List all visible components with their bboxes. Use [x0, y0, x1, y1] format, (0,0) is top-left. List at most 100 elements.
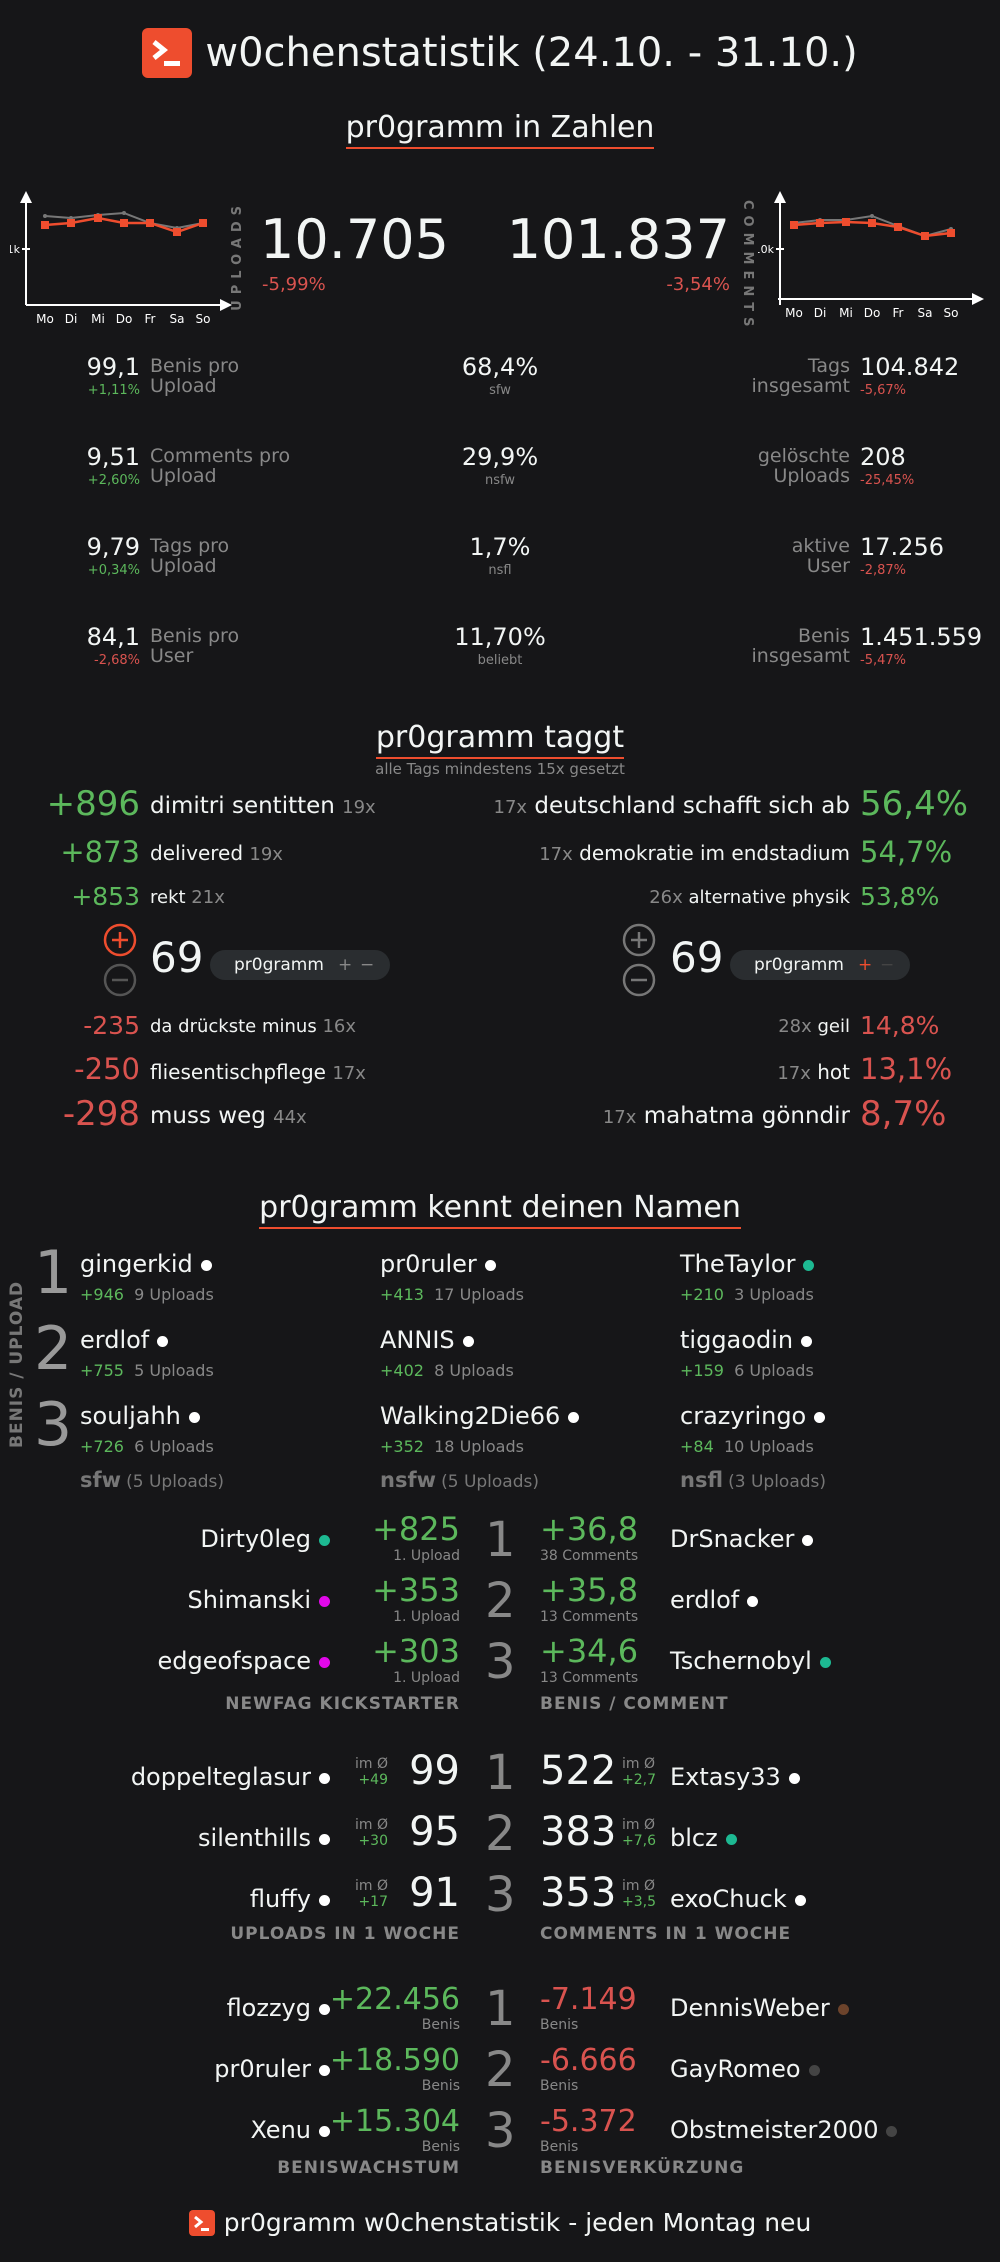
- user-name[interactable]: souljahh: [80, 1402, 200, 1430]
- footer-text: pr0gramm w0chenstatistik - jeden Montag …: [223, 2208, 812, 2237]
- comments-woche-caption: COMMENTS IN 1 WOCHE: [540, 1924, 792, 1944]
- rank-number: 1: [34, 1238, 73, 1308]
- stat-percent-label: sfw: [489, 383, 511, 398]
- user-name[interactable]: Tschernobyl: [670, 1647, 831, 1675]
- user-name[interactable]: DrSnacker: [670, 1525, 814, 1553]
- tag-percent: 53,8%: [860, 882, 940, 911]
- benis-comment-sub: 13 Comments: [540, 1670, 639, 1686]
- tag-pill[interactable]: pr0gramm + −: [210, 950, 390, 980]
- tag-line: da drückste minus 16x: [150, 1016, 356, 1037]
- pill-minus: −: [880, 955, 895, 975]
- user-badge-dot: [462, 1335, 474, 1347]
- verkuerzung-value: -6.666: [540, 2043, 637, 2078]
- uploads-change: -5,99%: [262, 274, 326, 295]
- uploads-chart-day: Mi: [91, 312, 105, 325]
- wachstum-unit: Benis: [421, 2139, 460, 2155]
- user-name[interactable]: fluffy: [20, 1885, 330, 1913]
- verkuerzung-value: -5.372: [540, 2104, 637, 2139]
- user-name[interactable]: DennisWeber: [670, 1994, 849, 2022]
- user-name[interactable]: Extasy33: [670, 1763, 800, 1791]
- stat-percent-label: nsfl: [488, 563, 512, 578]
- user-badge-dot: [794, 1894, 806, 1906]
- avg-block: im Ø +2,7: [622, 1756, 656, 1788]
- tag-pill[interactable]: pr0gramm + −: [730, 950, 910, 980]
- tag-line: 17x demokratie im endstadium: [539, 841, 850, 865]
- avg-block: im Ø +7,6: [622, 1817, 656, 1849]
- section-title-zahlen: pr0gramm in Zahlen: [0, 110, 1000, 149]
- user-name[interactable]: flozzyg: [20, 1994, 330, 2022]
- tag-line: 28x geil: [778, 1016, 850, 1037]
- stat-value: 84,1: [86, 623, 140, 651]
- stat-label: Benis insgesamt: [751, 625, 850, 667]
- comments-chart-day: So: [944, 306, 959, 320]
- user-name[interactable]: exoChuck: [670, 1885, 806, 1913]
- downvote-icon[interactable]: [103, 963, 137, 997]
- user-name[interactable]: GayRomeo: [670, 2055, 820, 2083]
- user-name[interactable]: pr0ruler: [20, 2055, 330, 2083]
- user-name[interactable]: gingerkid: [80, 1250, 212, 1278]
- stat-percent-label: beliebt: [477, 653, 523, 668]
- user-name[interactable]: Walking2Die66: [380, 1402, 580, 1430]
- header: w0chenstatistik (24.10. - 31.10.): [0, 28, 1000, 88]
- verkuerzung-unit: Benis: [540, 2017, 579, 2033]
- user-stats: +946 9 Uploads: [80, 1285, 214, 1304]
- verkuerzung-unit: Benis: [540, 2139, 579, 2155]
- user-name[interactable]: ANNIS: [380, 1326, 474, 1354]
- rank-number: 2: [485, 1806, 516, 1862]
- user-badge-dot: [808, 2064, 820, 2076]
- user-name[interactable]: Obstmeister2000: [670, 2116, 898, 2144]
- taggt-subtitle: alle Tags mindestens 15x gesetzt: [375, 760, 625, 778]
- benis-upload-vertical-label: BENIS / UPLOAD: [7, 1280, 27, 1448]
- verkuerzung-caption: BENISVERKÜRZUNG: [540, 2158, 745, 2178]
- user-name[interactable]: Shimanski: [50, 1586, 330, 1614]
- tag-percent: 54,7%: [860, 835, 953, 869]
- user-badge-dot: [319, 1595, 330, 1607]
- tag-line: 17x deutschland schafft sich ab: [493, 793, 850, 819]
- upvote-icon[interactable]: [103, 923, 137, 957]
- benis-comment-caption: BENIS / COMMENT: [540, 1694, 729, 1714]
- user-name[interactable]: TheTaylor: [680, 1250, 815, 1278]
- rank-number: 3: [485, 2103, 516, 2159]
- stat-change: +2,60%: [87, 473, 140, 488]
- uploads-count: 95: [409, 1809, 460, 1855]
- user-name[interactable]: doppelteglasur: [20, 1763, 330, 1791]
- stat-label: Comments pro Upload: [150, 445, 291, 487]
- user-name[interactable]: Xenu: [20, 2116, 330, 2144]
- avg-block: im Ø +3,5: [622, 1878, 656, 1910]
- stat-value: 9,51: [86, 443, 140, 471]
- user-name[interactable]: edgeofspace: [50, 1647, 330, 1675]
- benis-comment-value: +36,8: [540, 1510, 639, 1548]
- user-badge-dot: [725, 1833, 737, 1845]
- tag-score: -235: [83, 1011, 140, 1040]
- user-name[interactable]: pr0ruler: [380, 1250, 496, 1278]
- newfag-value: +825: [372, 1510, 460, 1548]
- upvote-icon[interactable]: [622, 923, 656, 957]
- benis-comment-sub: 38 Comments: [540, 1548, 639, 1564]
- uploads-vertical-label: UPLOADS: [230, 200, 245, 311]
- newfag-sub: 1. Upload: [393, 1670, 460, 1686]
- uploads-chart-day: Mo: [36, 312, 54, 325]
- user-name[interactable]: Dirty0leg: [50, 1525, 330, 1553]
- wachstum-value: +15.304: [329, 2104, 460, 2139]
- user-name[interactable]: silenthills: [20, 1824, 330, 1852]
- uploads-chart-day: So: [196, 312, 211, 325]
- stat-change: -5,67%: [860, 383, 906, 398]
- wachstum-caption: BENISWACHSTUM: [277, 2158, 460, 2178]
- newfag-sub: 1. Upload: [393, 1609, 460, 1625]
- user-name[interactable]: tiggaodin: [680, 1326, 813, 1354]
- downvote-icon[interactable]: [622, 963, 656, 997]
- user-name[interactable]: crazyringo: [680, 1402, 826, 1430]
- user-name[interactable]: erdlof: [670, 1586, 759, 1614]
- user-badge-dot: [837, 2003, 849, 2015]
- user-name[interactable]: blcz: [670, 1824, 737, 1852]
- stat-value: 208: [860, 443, 906, 471]
- user-badge-dot: [319, 2064, 330, 2076]
- user-badge-dot: [319, 1894, 330, 1906]
- user-badge-dot: [319, 1833, 330, 1845]
- user-stats: +402 8 Uploads: [380, 1361, 514, 1380]
- avg-block: im Ø +30: [355, 1817, 388, 1849]
- user-name[interactable]: erdlof: [80, 1326, 169, 1354]
- rank-number: 3: [485, 1867, 516, 1923]
- user-badge-dot: [802, 1534, 814, 1546]
- rank-number: 1: [485, 1745, 516, 1801]
